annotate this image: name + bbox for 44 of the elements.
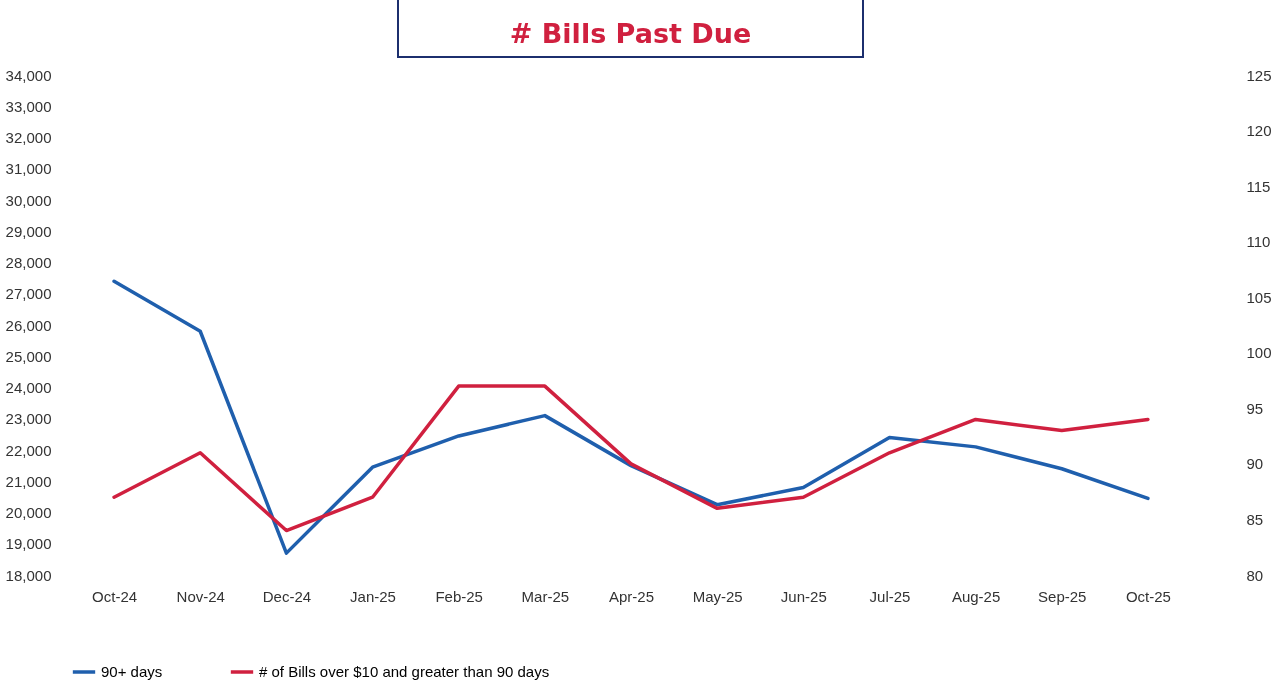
- x-tick-label: Apr-25: [608, 587, 655, 605]
- y-tick-label: 24,000: [5, 379, 52, 396]
- y2-tick-label: 110: [1246, 233, 1271, 251]
- y-tick-label: 20,000: [5, 504, 52, 521]
- y2-tick-label: 90: [1246, 455, 1264, 473]
- x-tick-label: Oct-24: [92, 587, 138, 605]
- y-tick-label: 29,000: [5, 222, 52, 240]
- y2-tick-label: 95: [1246, 399, 1264, 417]
- y2-tick-label: 105: [1246, 288, 1272, 306]
- y2-tick-label: 85: [1246, 510, 1264, 528]
- x-tick-label: Jan-25: [350, 587, 396, 605]
- y-tick-label: 27,000: [5, 285, 52, 303]
- y-tick-label: 23,000: [5, 410, 52, 428]
- line-series: [112, 384, 1150, 533]
- y-tick-label: 18,000: [5, 566, 52, 584]
- x-tick-label: Mar-25: [521, 587, 570, 605]
- y-tick-label: 31,000: [5, 160, 52, 178]
- legend-label: # of Bills over $10 and greater than 90 days: [259, 663, 550, 680]
- y-tick-label: 28,000: [5, 254, 52, 271]
- y-tick-label: 32,000: [5, 129, 52, 146]
- x-tick-label: Jun-25: [780, 587, 827, 605]
- y2-tick-label: 125: [1246, 66, 1272, 84]
- legend-label: 90+ days: [101, 663, 163, 680]
- y-tick-label: 22,000: [5, 441, 52, 459]
- y2-tick-label: 120: [1246, 122, 1272, 140]
- line-series: [112, 279, 1150, 555]
- y-tick-label: 33,000: [5, 97, 52, 115]
- y2-tick-label: 100: [1246, 344, 1272, 362]
- x-tick-label: Sep-25: [1038, 587, 1087, 605]
- y-tick-label: 19,000: [5, 535, 52, 553]
- x-tick-label: Feb-25: [435, 587, 483, 605]
- x-tick-label: May-25: [692, 587, 743, 605]
- y-tick-label: 26,000: [5, 316, 52, 334]
- y-tick-label: 21,000: [5, 472, 52, 490]
- x-tick-label: Aug-25: [951, 587, 1001, 605]
- y2-tick-label: 115: [1246, 177, 1271, 195]
- y-tick-label: 30,000: [5, 191, 52, 209]
- y-tick-label: 34,000: [5, 66, 52, 84]
- y-tick-label: 25,000: [5, 347, 52, 365]
- x-tick-label: Jul-25: [869, 587, 911, 605]
- x-tick-label: Nov-24: [176, 587, 225, 605]
- x-tick-label: Dec-24: [262, 587, 312, 605]
- x-tick-label: Oct-25: [1125, 587, 1171, 605]
- y2-tick-label: 80: [1246, 566, 1264, 584]
